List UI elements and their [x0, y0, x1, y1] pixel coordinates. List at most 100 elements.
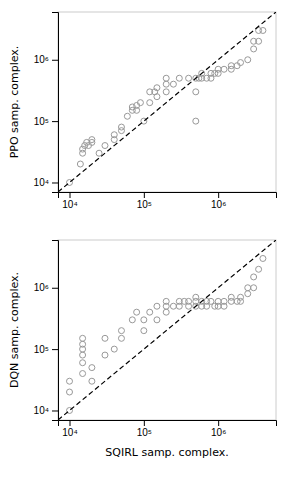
point: [89, 365, 95, 371]
line: [58, 240, 276, 420]
point: [102, 352, 108, 358]
axis-line: [52, 241, 59, 421]
point: [118, 335, 124, 341]
point: [221, 298, 227, 304]
point: [89, 137, 95, 143]
marks: [58, 240, 276, 420]
point: [176, 75, 182, 81]
tick-mark: [70, 192, 71, 198]
point: [134, 309, 140, 315]
point: [193, 118, 199, 124]
point: [80, 371, 86, 377]
point: [124, 113, 130, 119]
point: [238, 60, 244, 66]
tick-mark: [52, 410, 58, 411]
point: [251, 274, 257, 280]
tick: 10⁶: [211, 420, 226, 438]
point: [111, 346, 117, 352]
tick-mark: [144, 420, 145, 426]
tick: 10⁵: [34, 116, 58, 127]
point: [77, 161, 83, 167]
tick: 10⁵: [137, 420, 152, 438]
tick-label: 10⁴: [62, 427, 77, 438]
x-axis-title: SQIRL samp. complex.: [105, 446, 228, 459]
tick-label: 10⁵: [137, 199, 152, 210]
tick-mark: [52, 60, 58, 61]
point: [245, 291, 251, 297]
point: [67, 389, 73, 395]
point: [163, 309, 169, 315]
x-axis: 10⁴ 10⁵ 10⁶: [59, 420, 277, 438]
point: [80, 360, 86, 366]
marks: [58, 12, 276, 192]
tick-mark: [144, 192, 145, 198]
point: [186, 298, 192, 304]
point: [228, 294, 234, 300]
y-axis-title: PPO samp. complex.: [8, 46, 21, 159]
tick-label: 10⁶: [211, 427, 226, 438]
point: [163, 89, 169, 95]
tick: 10⁶: [211, 192, 226, 210]
point: [256, 266, 262, 272]
point: [67, 378, 73, 384]
tick-mark: [218, 420, 219, 426]
tick: 10⁵: [137, 192, 152, 210]
point: [154, 94, 160, 100]
point: [170, 81, 176, 87]
tick-label: 10⁵: [137, 427, 152, 438]
point: [80, 341, 86, 347]
point: [118, 124, 124, 130]
point: [111, 132, 117, 138]
point: [96, 150, 102, 156]
point: [118, 328, 124, 334]
point: [163, 81, 169, 87]
y-axis-title: DQN samp. complex.: [8, 272, 21, 388]
point: [256, 38, 262, 44]
point: [215, 66, 221, 72]
point: [89, 378, 95, 384]
line: [58, 12, 276, 192]
point: [102, 335, 108, 341]
tick-label: 10⁵: [34, 116, 49, 127]
point: [154, 303, 160, 309]
point: [102, 143, 108, 149]
point: [260, 255, 266, 261]
point: [163, 75, 169, 81]
plot-frame: [58, 240, 276, 420]
point: [245, 285, 251, 291]
tick-mark: [52, 349, 58, 350]
point: [186, 75, 192, 81]
panel: 10⁴ 10⁵ 10⁶ 10⁴ 10⁵ 10⁶ DQN samp. complex. SQIR…: [8, 240, 277, 459]
point: [147, 309, 153, 315]
point: [137, 100, 143, 106]
tick: 10⁴: [34, 177, 58, 188]
tick: 10⁶: [34, 282, 58, 293]
point: [154, 85, 160, 91]
point: [215, 298, 221, 304]
point: [193, 294, 199, 300]
point: [141, 317, 147, 323]
point: [147, 100, 153, 106]
tick-label: 10⁴: [34, 405, 49, 416]
figure: 10⁴10⁵10⁶10⁴10⁵10⁶PPO samp. complex.10⁴1…: [0, 0, 290, 500]
tick-mark: [52, 121, 58, 122]
tick-mark: [52, 182, 58, 183]
tick-label: 10⁴: [62, 199, 77, 210]
point: [80, 335, 86, 341]
point: [238, 294, 244, 300]
tick: 10⁶: [34, 54, 58, 65]
point: [228, 63, 234, 69]
tick-label: 10⁶: [34, 54, 49, 65]
point: [80, 352, 86, 358]
tick: 10⁴: [34, 405, 58, 416]
point: [193, 89, 199, 95]
tick-label: 10⁶: [34, 282, 49, 293]
tick-label: 10⁵: [34, 344, 49, 355]
tick-mark: [218, 192, 219, 198]
point: [141, 328, 147, 334]
point: [129, 317, 135, 323]
axis-line: [52, 13, 59, 193]
tick-label: 10⁶: [211, 199, 226, 210]
tick: 10⁴: [62, 420, 77, 438]
tick-mark: [52, 288, 58, 289]
